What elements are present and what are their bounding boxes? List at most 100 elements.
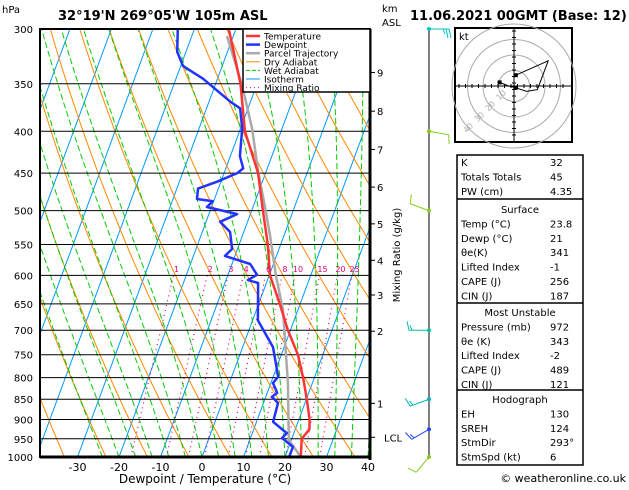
hodograph-marker xyxy=(514,86,518,90)
stat-label: CAPE (J) xyxy=(461,366,501,377)
mixing-ratio-label: 2 xyxy=(208,265,213,274)
wind-barb-flag xyxy=(407,321,409,330)
stat-value: -2 xyxy=(550,351,560,362)
km-tick-label: 9 xyxy=(377,68,383,79)
mixing-ratio-label: 8 xyxy=(282,265,287,274)
wind-barb-dot xyxy=(427,427,431,431)
km-tick-label: 2 xyxy=(377,327,383,338)
stat-value: 489 xyxy=(550,366,569,377)
wind-barb-dot xyxy=(427,328,431,332)
km-tick-label: 4 xyxy=(377,256,383,267)
stat-label: StmSpd (kt) xyxy=(461,453,521,464)
wind-barb-dot xyxy=(427,209,431,213)
pressure-tick-label: 650 xyxy=(14,300,33,311)
stat-label: θe (K) xyxy=(461,337,491,348)
pressure-unit-label: hPa xyxy=(2,5,20,16)
km-tick-label: 1 xyxy=(377,399,383,410)
pressure-tick-label: 1000 xyxy=(8,453,33,464)
pressure-tick-label: 350 xyxy=(14,80,33,91)
copyright: © weatheronline.co.uk xyxy=(500,472,626,485)
stat-label: K xyxy=(461,158,468,169)
stat-label: Pressure (mb) xyxy=(461,322,531,333)
mixing-ratio-label: 6 xyxy=(266,265,271,274)
stat-value: 23.8 xyxy=(550,219,572,230)
stat-label: Dewp (°C) xyxy=(461,234,512,245)
wind-barb-flag xyxy=(410,325,412,330)
mixing-ratio-line xyxy=(286,275,320,457)
stat-value: 45 xyxy=(550,172,563,183)
mixing-ratio-line xyxy=(205,275,244,457)
stat-label: StmDir xyxy=(461,438,496,449)
section-title: Hodograph xyxy=(492,395,547,406)
mixing-ratio-axis-label: Mixing Ratio (g/kg) xyxy=(392,208,403,303)
stat-label: CIN (J) xyxy=(461,380,492,391)
stat-label: Lifted Index xyxy=(461,263,520,274)
isotherm-line xyxy=(36,29,194,457)
temperature-tick-label: -30 xyxy=(69,461,87,474)
stat-label: Lifted Index xyxy=(461,351,520,362)
wind-barb-dot xyxy=(427,397,431,401)
km-tick-label: 7 xyxy=(377,145,383,156)
stat-value: 32 xyxy=(550,158,563,169)
stat-label: SREH xyxy=(461,424,488,435)
pressure-tick-label: 600 xyxy=(14,271,33,282)
temperature-tick-label: 30 xyxy=(320,461,334,474)
wind-barb-dot xyxy=(427,129,431,133)
legend-label: Mixing Ratio xyxy=(264,84,320,94)
stat-value: 187 xyxy=(550,291,569,302)
hodograph-unit-label: kt xyxy=(459,32,469,43)
wind-barb-staff xyxy=(429,131,449,134)
stat-label: EH xyxy=(461,409,475,420)
stat-value: 343 xyxy=(550,337,569,348)
stat-value: 256 xyxy=(550,277,569,288)
pressure-tick-label: 300 xyxy=(14,25,33,36)
plot-frame xyxy=(40,29,370,457)
dry-adiabat-line xyxy=(580,29,629,457)
stat-label: θe(K) xyxy=(461,248,488,259)
stat-value: -1 xyxy=(550,263,560,274)
wind-barb-flag xyxy=(405,432,411,439)
pressure-tick-label: 550 xyxy=(14,240,33,251)
km-tick-label: 5 xyxy=(377,220,383,231)
datetime-title: 11.06.2021 00GMT (Base: 12) xyxy=(410,9,627,24)
mixing-ratio-label: 3 xyxy=(228,265,233,274)
dry-adiabat-line xyxy=(609,29,629,457)
pressure-tick-label: 500 xyxy=(14,207,33,218)
pressure-grid xyxy=(40,29,370,457)
stat-label: CIN (J) xyxy=(461,291,492,302)
mixing-ratio-line xyxy=(166,275,207,457)
asl-label: ASL xyxy=(382,18,401,29)
wind-barb-dot xyxy=(427,455,431,459)
wind-barb-flag xyxy=(409,401,413,405)
pressure-tick-label: 800 xyxy=(14,374,33,385)
pressure-tick-label: 850 xyxy=(14,395,33,406)
stat-value: 972 xyxy=(550,322,569,333)
mixing-ratio-label: 20 xyxy=(335,265,345,274)
stat-label: PW (cm) xyxy=(461,187,503,198)
wind-barb-flag xyxy=(408,468,416,472)
pressure-tick-label: 700 xyxy=(14,326,33,337)
x-axis-label: Dewpoint / Temperature (°C) xyxy=(119,472,291,486)
stat-value: 341 xyxy=(550,248,569,259)
pressure-tick-label: 750 xyxy=(14,351,33,362)
temperature-tick-label: 40 xyxy=(361,461,375,474)
wind-barb-flag xyxy=(446,29,448,38)
mixing-ratio-label: 15 xyxy=(317,265,327,274)
wind-barb-flag xyxy=(410,434,414,437)
section-title: Surface xyxy=(501,205,539,216)
wind-barbs xyxy=(405,27,451,472)
km-label: km xyxy=(382,4,398,15)
mixing-ratio-label: 10 xyxy=(293,265,303,274)
stat-value: 6 xyxy=(550,453,556,464)
stat-value: 293° xyxy=(550,438,574,449)
wind-barb-staff xyxy=(412,429,429,439)
pressure-tick-label: 950 xyxy=(14,435,33,446)
stat-label: CAPE (J) xyxy=(461,277,501,288)
stat-label: Temp (°C) xyxy=(460,219,511,230)
wet-adiabat-line xyxy=(109,29,235,457)
km-tick-label: 6 xyxy=(377,183,383,194)
stat-value: 21 xyxy=(550,234,563,245)
wind-barb-staff xyxy=(416,457,429,472)
hodograph-marker xyxy=(498,80,502,84)
